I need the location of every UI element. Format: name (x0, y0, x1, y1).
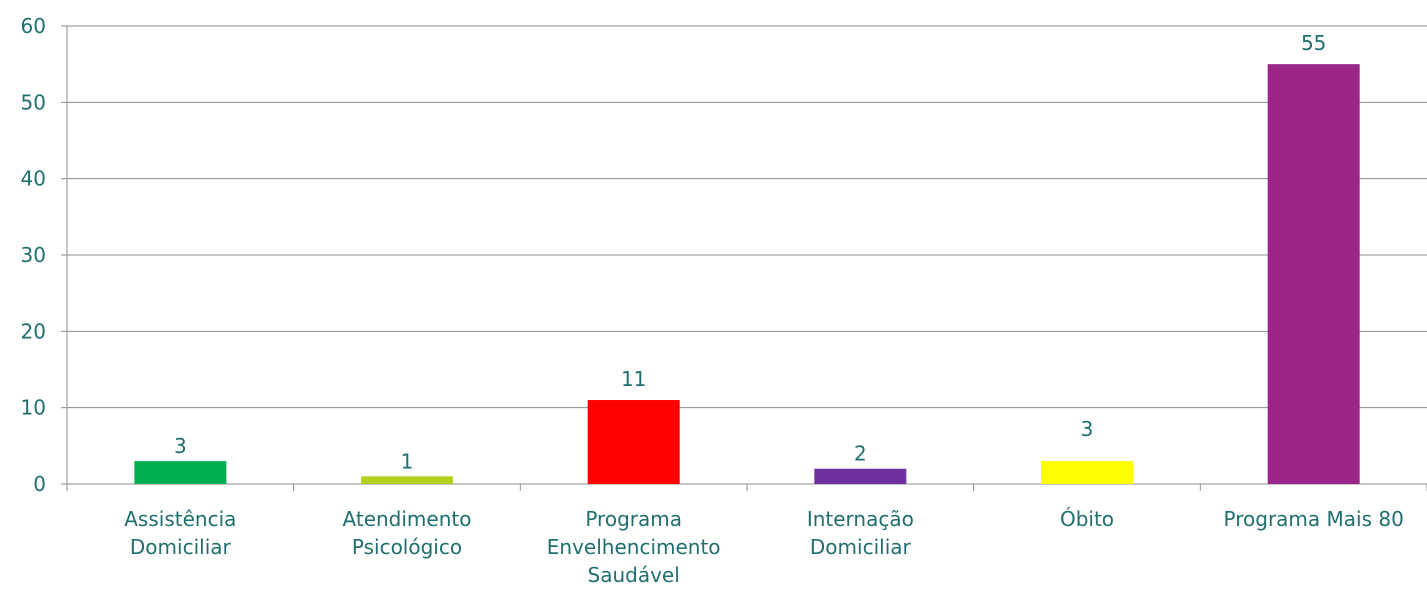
x-category-label: Óbito (1060, 507, 1114, 531)
data-label: 3 (1081, 417, 1094, 441)
bar (361, 476, 453, 484)
data-label: 55 (1301, 31, 1326, 55)
bar (1267, 64, 1360, 485)
bar (134, 461, 227, 484)
y-tick-label: 0 (33, 472, 46, 496)
data-label: 3 (174, 434, 187, 458)
y-tick-label: 60 (21, 14, 46, 38)
x-category-label: Assistência (124, 507, 236, 531)
y-tick-label: 20 (21, 319, 46, 343)
x-category-label: Programa Mais 80 (1224, 507, 1404, 531)
bar (587, 400, 680, 484)
x-category-label: Envelhencimento (547, 535, 721, 559)
data-label: 2 (854, 442, 867, 466)
data-label: 1 (401, 449, 414, 473)
y-tick-label: 30 (21, 243, 46, 267)
x-category-label: Psicológico (352, 535, 462, 559)
bar (1041, 461, 1133, 484)
x-category-label: Programa (585, 507, 682, 531)
y-tick-label: 10 (21, 396, 46, 420)
data-label: 11 (621, 367, 646, 391)
x-category-label: Saudável (588, 563, 680, 587)
bar (814, 468, 907, 484)
x-category-label: Atendimento (343, 507, 472, 531)
x-category-label: Internação (807, 507, 914, 531)
y-tick-label: 50 (21, 90, 46, 114)
x-category-label: Domiciliar (810, 535, 912, 559)
y-tick-label: 40 (21, 167, 46, 191)
x-category-label: Domiciliar (130, 535, 232, 559)
